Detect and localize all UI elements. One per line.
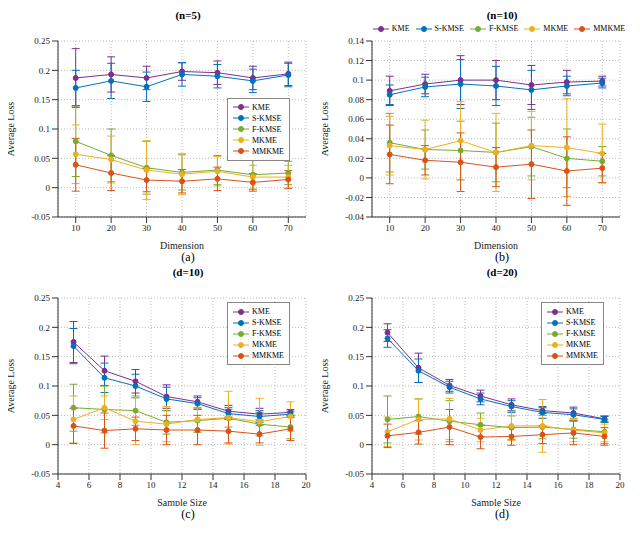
svg-text:18: 18 — [585, 480, 595, 490]
svg-text:0: 0 — [46, 440, 51, 450]
html-text:F-KMSE: F-KMSE — [252, 124, 282, 134]
html-text:S-KMSE: S-KMSE — [252, 113, 282, 123]
html-text:MKME: MKME — [543, 24, 569, 33]
svg-text:6: 6 — [87, 480, 92, 490]
svg-text:10: 10 — [147, 480, 157, 490]
svg-text:0.1: 0.1 — [353, 75, 364, 85]
html-text:(d=10): (d=10) — [172, 266, 204, 278]
svg-text:16: 16 — [554, 480, 564, 490]
svg-text:8: 8 — [118, 480, 123, 490]
html-text:MMKME: MMKME — [252, 351, 284, 360]
svg-text:20: 20 — [302, 480, 312, 490]
svg-text:20: 20 — [421, 223, 431, 233]
svg-text:40: 40 — [178, 223, 188, 233]
html-text:KME: KME — [566, 307, 584, 316]
svg-text:0.25: 0.25 — [348, 293, 364, 303]
svg-text:20: 20 — [107, 223, 117, 233]
html-text:MKME: MKME — [566, 340, 591, 349]
svg-text:Dimension: Dimension — [160, 240, 204, 249]
svg-text:0.06: 0.06 — [348, 114, 364, 124]
svg-text:10: 10 — [461, 480, 471, 490]
svg-text:16: 16 — [240, 480, 250, 490]
svg-text:-0.05: -0.05 — [31, 469, 50, 479]
svg-text:0.2: 0.2 — [353, 323, 364, 333]
svg-text:0: 0 — [360, 440, 365, 450]
svg-text:60: 60 — [562, 223, 572, 233]
svg-text:50: 50 — [213, 223, 223, 233]
svg-text:0.25: 0.25 — [34, 36, 50, 46]
svg-text:30: 30 — [142, 223, 152, 233]
html-text:S-KMSE: S-KMSE — [252, 318, 282, 327]
svg-text:-0.05: -0.05 — [345, 469, 364, 479]
svg-text:0.02: 0.02 — [348, 154, 364, 164]
svg-text:0.05: 0.05 — [34, 154, 50, 164]
svg-text:60: 60 — [248, 223, 258, 233]
svg-text:0.2: 0.2 — [39, 323, 50, 333]
svg-text:4: 4 — [56, 480, 61, 490]
svg-text:0.14: 0.14 — [348, 36, 364, 46]
svg-text:Average Loss: Average Loss — [8, 359, 16, 414]
svg-text:10: 10 — [71, 223, 81, 233]
html-text:KME: KME — [391, 24, 410, 33]
svg-text:0.1: 0.1 — [39, 381, 50, 391]
svg-text:Average Loss: Average Loss — [322, 359, 330, 414]
svg-text:14: 14 — [209, 480, 219, 490]
html-text:KME: KME — [252, 307, 270, 316]
svg-text:0.1: 0.1 — [39, 124, 50, 134]
svg-text:70: 70 — [598, 223, 608, 233]
svg-text:Sample Size: Sample Size — [157, 497, 207, 506]
svg-text:0.1: 0.1 — [353, 381, 364, 391]
svg-text:0.15: 0.15 — [34, 95, 50, 105]
html-text:(d): (d) — [495, 507, 509, 521]
svg-text:Average Loss: Average Loss — [322, 102, 330, 157]
svg-text:18: 18 — [271, 480, 281, 490]
svg-text:20: 20 — [616, 480, 626, 490]
html-text:F-KMSE: F-KMSE — [566, 329, 596, 338]
svg-text:30: 30 — [456, 223, 466, 233]
html-text:(a): (a) — [181, 250, 195, 264]
html-text:F-KMSE: F-KMSE — [488, 24, 519, 33]
html-text:MKME: MKME — [252, 340, 277, 349]
svg-text:6: 6 — [401, 480, 406, 490]
html-text:S-KMSE: S-KMSE — [434, 24, 464, 33]
svg-text:14: 14 — [523, 480, 533, 490]
html-text:(b): (b) — [495, 250, 509, 264]
svg-text:0: 0 — [46, 183, 51, 193]
svg-text:0.04: 0.04 — [348, 134, 364, 144]
svg-text:4: 4 — [370, 480, 375, 490]
html-text:MKME: MKME — [252, 135, 277, 145]
svg-text:0.15: 0.15 — [348, 352, 364, 362]
svg-text:0.15: 0.15 — [34, 352, 50, 362]
html-text:KME: KME — [252, 102, 270, 112]
svg-text:Dimension: Dimension — [474, 240, 518, 249]
svg-text:70: 70 — [284, 223, 294, 233]
html-text:(n=10): (n=10) — [486, 9, 518, 21]
html-text:(c): (c) — [181, 507, 195, 521]
svg-text:40: 40 — [492, 223, 502, 233]
svg-text:0.08: 0.08 — [348, 95, 364, 105]
svg-text:-0.02: -0.02 — [345, 193, 364, 203]
svg-text:-0.05: -0.05 — [31, 212, 50, 222]
svg-text:0: 0 — [360, 173, 365, 183]
svg-text:0.05: 0.05 — [348, 411, 364, 421]
html-text:MMKME: MMKME — [252, 146, 284, 156]
svg-text:12: 12 — [178, 480, 187, 490]
html-text:(n=5): (n=5) — [175, 9, 201, 21]
svg-text:0.05: 0.05 — [34, 411, 50, 421]
svg-text:10: 10 — [385, 223, 395, 233]
html-text:MMKME: MMKME — [593, 24, 626, 33]
svg-text:0.25: 0.25 — [34, 293, 50, 303]
svg-text:50: 50 — [527, 223, 537, 233]
svg-text:Average Loss: Average Loss — [8, 102, 16, 157]
svg-text:-0.04: -0.04 — [345, 212, 364, 222]
html-text:MMKME: MMKME — [566, 351, 598, 360]
svg-text:8: 8 — [432, 480, 437, 490]
svg-text:0.12: 0.12 — [348, 56, 364, 66]
html-text:S-KMSE: S-KMSE — [566, 318, 596, 327]
html-text:F-KMSE: F-KMSE — [252, 329, 282, 338]
html-text:(d=20): (d=20) — [486, 266, 518, 278]
svg-text:12: 12 — [492, 480, 501, 490]
svg-text:0.2: 0.2 — [39, 66, 50, 76]
svg-text:Sample Size: Sample Size — [471, 497, 521, 506]
